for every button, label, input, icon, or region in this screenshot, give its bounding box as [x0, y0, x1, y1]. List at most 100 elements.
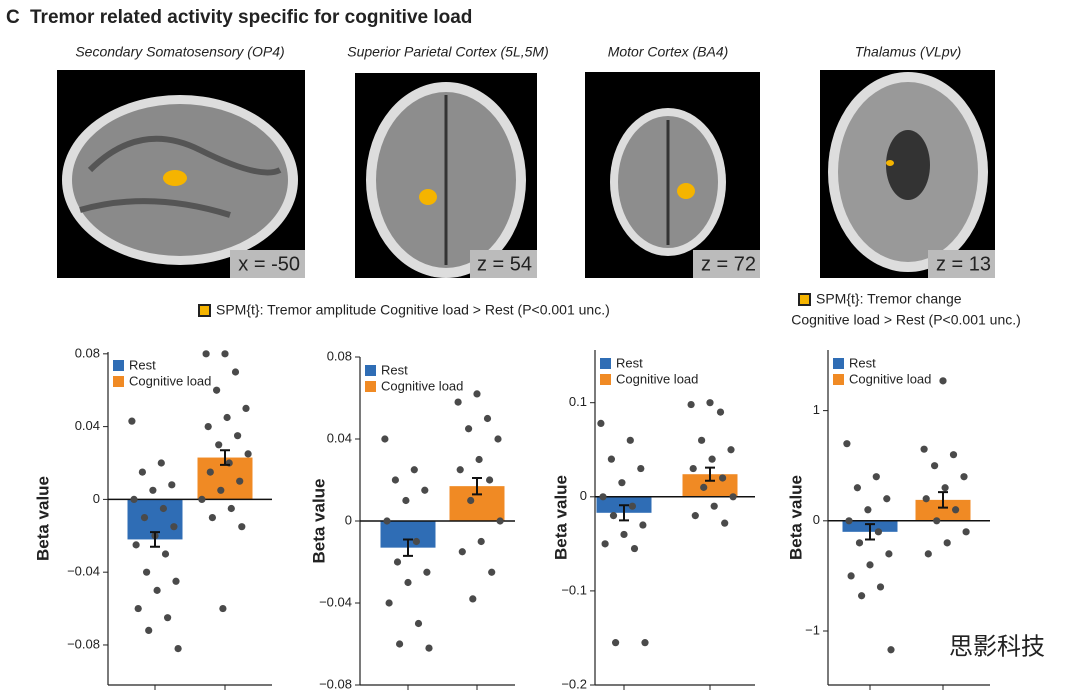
- y-axis-label: Beta value: [33, 476, 52, 561]
- data-point: [609, 512, 618, 520]
- data-point: [496, 517, 504, 525]
- data-point: [168, 481, 176, 489]
- data-point: [843, 440, 851, 448]
- data-point: [202, 350, 210, 358]
- data-point: [941, 484, 949, 492]
- legend-swatch: [833, 374, 844, 385]
- data-point: [618, 479, 626, 487]
- data-point: [467, 496, 475, 505]
- data-point: [242, 404, 250, 413]
- data-point: [922, 495, 930, 503]
- data-point: [161, 550, 170, 558]
- data-point: [716, 408, 725, 416]
- data-point: [628, 502, 637, 510]
- legend-label: Cognitive load: [129, 373, 211, 388]
- y-tick-label: 0.08: [75, 345, 100, 360]
- data-point: [639, 521, 647, 529]
- data-point: [227, 504, 235, 513]
- data-point: [858, 592, 866, 600]
- data-point: [381, 435, 389, 443]
- y-tick-label: 0.1: [569, 394, 587, 409]
- data-point: [223, 413, 231, 422]
- data-point: [866, 561, 874, 569]
- data-point: [872, 473, 880, 481]
- brain-image: x = -50: [57, 70, 305, 278]
- data-point: [159, 504, 167, 513]
- data-point: [630, 544, 639, 553]
- panel-letter: C: [6, 7, 20, 28]
- legend-label: Cognitive load: [616, 371, 698, 386]
- brain-image: z = 13: [820, 70, 995, 278]
- data-point: [599, 493, 607, 501]
- data-point: [204, 423, 212, 431]
- y-tick-label: 0.04: [75, 418, 100, 433]
- error-bar: [150, 531, 160, 548]
- bar: [915, 499, 971, 521]
- data-point: [601, 540, 609, 548]
- data-point: [691, 512, 699, 520]
- data-point: [143, 568, 151, 576]
- y-tick-label: −1: [805, 622, 820, 637]
- data-point: [876, 583, 885, 591]
- data-point: [710, 502, 718, 510]
- brain-label: Thalamus (VLpv): [855, 44, 962, 60]
- legend-label: Rest: [129, 357, 156, 372]
- data-point: [883, 495, 891, 503]
- data-point: [924, 550, 932, 558]
- data-point: [128, 417, 136, 425]
- data-point: [475, 455, 483, 464]
- data-point: [391, 476, 399, 484]
- error-bar: [865, 523, 875, 541]
- data-point: [221, 350, 229, 358]
- data-point: [130, 495, 138, 503]
- data-point: [208, 513, 216, 522]
- data-point: [719, 474, 727, 482]
- data-point: [847, 572, 855, 580]
- data-point: [943, 539, 951, 547]
- data-point: [425, 644, 433, 652]
- watermark: 思影科技: [949, 633, 1045, 660]
- brain-label: Superior Parietal Cortex (5L,5M): [347, 44, 549, 60]
- legend-label: Cognitive load: [849, 371, 931, 386]
- brain-image: z = 72: [585, 72, 760, 278]
- data-point: [597, 419, 605, 427]
- error-bar: [403, 538, 413, 557]
- data-point: [620, 530, 628, 539]
- data-point: [198, 495, 206, 503]
- data-point: [855, 539, 864, 547]
- spm-legend: SPM{t}: Tremor change: [816, 291, 962, 307]
- data-point: [402, 496, 410, 505]
- data-point: [236, 477, 244, 485]
- y-tick-label: −0.08: [319, 676, 352, 691]
- y-tick-label: 0: [813, 512, 820, 527]
- slice-label: z = 54: [477, 253, 532, 275]
- error-bar: [705, 466, 715, 482]
- spm-swatch: [798, 293, 811, 306]
- error-bar: [619, 504, 629, 522]
- y-tick-label: 0: [93, 491, 100, 506]
- data-point: [845, 517, 853, 525]
- data-point: [234, 432, 242, 440]
- data-point: [454, 398, 462, 406]
- data-point: [174, 645, 182, 653]
- data-point: [138, 468, 146, 476]
- data-point: [885, 550, 893, 558]
- data-point: [920, 445, 928, 453]
- error-bar: [220, 449, 230, 466]
- brain-label: Motor Cortex (BA4): [608, 44, 729, 60]
- data-point: [700, 483, 708, 491]
- data-point: [149, 486, 157, 494]
- brain-label: Secondary Somatosensory (OP4): [75, 44, 284, 60]
- data-point: [153, 586, 161, 594]
- legend-label: Cognitive load: [381, 378, 463, 393]
- data-point: [215, 441, 223, 449]
- y-tick-label: 0: [580, 488, 587, 503]
- y-tick-label: 0: [345, 512, 352, 527]
- data-point: [164, 614, 172, 622]
- y-tick-label: −0.1: [561, 582, 587, 597]
- slice-label: z = 72: [701, 253, 756, 275]
- y-tick-label: −0.04: [67, 564, 100, 579]
- data-point: [729, 493, 737, 501]
- y-tick-label: −0.08: [67, 636, 100, 651]
